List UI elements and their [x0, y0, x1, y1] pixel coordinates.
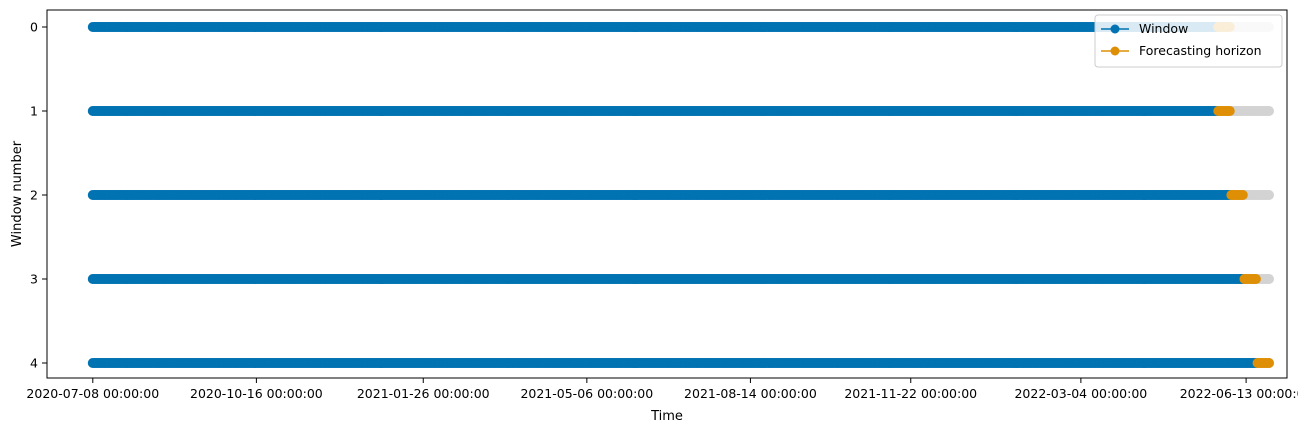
background-point — [1264, 190, 1275, 200]
background-point — [1264, 274, 1275, 284]
background-point — [1264, 106, 1275, 116]
window-points-layer — [87, 22, 1261, 368]
